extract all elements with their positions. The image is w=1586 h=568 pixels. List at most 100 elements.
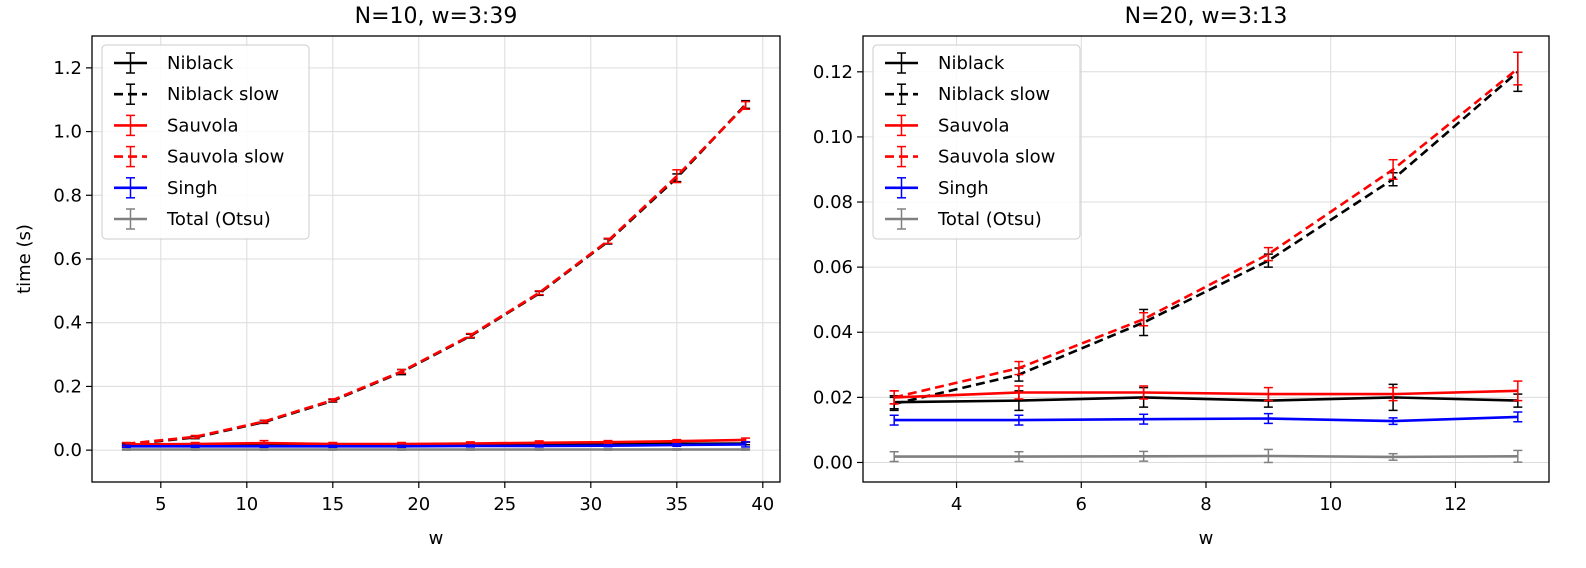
y-axis-label: time (s) (14, 224, 35, 294)
y-tick-label: 0.8 (53, 185, 82, 206)
errorbar-singh (1263, 412, 1273, 425)
legend-label: Sauvola (938, 115, 1010, 136)
x-tick-label: 30 (579, 494, 602, 515)
legend-label: Niblack (167, 53, 234, 74)
errorbar-total-otsu (889, 450, 899, 463)
grid-lines (92, 36, 780, 482)
legend-label: Niblack slow (938, 84, 1050, 105)
errorbar-total-otsu (121, 448, 131, 451)
chart-right: 4 6 8 10 12 0.00 0.02 0.04 0.06 0.08 0.10 0.12 N=20,… (813, 4, 1550, 549)
legend-label: Sauvola slow (938, 147, 1055, 168)
errorbar-sauvola-slow (259, 419, 269, 424)
series-line-niblack-slow (893, 70, 1519, 406)
x-tick-label: 12 (1444, 494, 1467, 515)
y-tick-label: 0.2 (53, 376, 82, 397)
errorbar-sauvola (1513, 380, 1523, 402)
y-tick-label: 1.2 (53, 58, 82, 79)
x-tick-label: 40 (751, 494, 774, 515)
series-line-sauvola-slow (893, 67, 1519, 399)
errorbar-total-otsu (1263, 448, 1273, 464)
legend-box (101, 44, 310, 240)
legend-item-sauvola: Sauvola (114, 114, 239, 136)
errorbar-sauvola-slow (465, 332, 475, 339)
series-line-singh (126, 443, 746, 448)
errorbar-total-otsu (603, 448, 613, 451)
errorbar-total-otsu (1513, 449, 1523, 463)
chart-title: N=10, w=3:39 (355, 4, 518, 29)
series-line-singh (894, 415, 1518, 423)
errorbar-sauvola (603, 439, 613, 445)
errorbar-singh (1139, 413, 1149, 425)
x-tick-label: 15 (321, 494, 344, 515)
errorbar-sauvola-slow (1263, 246, 1273, 262)
x-tick-label: 4 (951, 494, 962, 515)
x-tick-label: 8 (1200, 494, 1211, 515)
legend-item-singh: Singh (885, 177, 989, 199)
errorbar-singh (121, 444, 131, 449)
errorbar-singh (259, 444, 269, 449)
errorbar-sauvola (1388, 386, 1398, 402)
errorbar-singh (1014, 414, 1024, 426)
y-tick-label: 0.06 (813, 257, 853, 278)
errorbar-singh (190, 444, 200, 449)
legend-label: Niblack (938, 53, 1005, 74)
legend-label: Singh (938, 178, 989, 199)
errorbar-singh (534, 444, 544, 448)
y-tick-label: 0.12 (813, 62, 853, 83)
errorbar-singh (889, 414, 899, 426)
x-tick-label: 35 (665, 494, 688, 515)
errorbar-singh (328, 444, 338, 449)
errorbar-singh (603, 443, 613, 448)
series-line-sauvola (894, 389, 1518, 399)
errorbar-sauvola-slow (672, 169, 682, 184)
x-tick-label: 5 (155, 494, 166, 515)
y-tick-label: 0.6 (53, 249, 82, 270)
x-axis-label: w (1199, 528, 1214, 549)
x-axis-label: w (429, 528, 444, 549)
x-tick-label: 20 (407, 494, 430, 515)
chart-left: 5 10 15 20 25 30 35 40 0.0 0.2 0.4 0.6 0.8 1.0 1.2 N=10… (14, 4, 781, 549)
legend-item-total-otsu: Total (Otsu) (885, 208, 1042, 230)
series-group (889, 51, 1523, 464)
errorbar-sauvola (1263, 386, 1273, 402)
y-tick-label: 0.10 (813, 127, 853, 148)
errorbar-total-otsu (741, 448, 751, 451)
errorbar-total-otsu (397, 448, 407, 451)
errorbar-singh (465, 444, 475, 448)
y-tick-label: 0.08 (813, 192, 853, 213)
errorbar-sauvola-slow (889, 390, 899, 405)
errorbar-sauvola-slow (741, 100, 751, 111)
errorbar-singh (741, 441, 751, 448)
x-tick-label: 10 (235, 494, 258, 515)
errorbar-total-otsu (465, 448, 475, 451)
errorbar-sauvola (1014, 385, 1024, 400)
errorbar-total-otsu (1388, 452, 1398, 461)
chart-title: N=20, w=3:13 (1125, 4, 1288, 29)
legend-label: Singh (167, 178, 218, 199)
legend-label: Sauvola slow (167, 147, 284, 168)
errorbar-singh (672, 443, 682, 448)
legend-label: Total (Otsu) (937, 209, 1042, 230)
errorbar-total-otsu (672, 448, 682, 451)
legend-item-sauvola-slow: Sauvola slow (885, 145, 1055, 168)
x-tick-label: 10 (1319, 494, 1342, 515)
legend-label: Sauvola (167, 115, 239, 136)
errorbar-sauvola-slow (1513, 51, 1523, 86)
legend-item-niblack-slow: Niblack slow (885, 83, 1050, 105)
errorbar-sauvola (1139, 385, 1149, 400)
y-tick-label: 0.0 (53, 440, 82, 461)
series-line-niblack (894, 396, 1518, 404)
errorbar-singh (397, 444, 407, 449)
errorbar-total-otsu (1014, 450, 1024, 463)
y-tick-label: 0.00 (813, 452, 853, 473)
legend-label: Niblack slow (167, 84, 279, 105)
legend-item-niblack: Niblack (885, 52, 1005, 74)
errorbar-sauvola-slow (534, 290, 544, 296)
legend: Niblack Niblack slow Sauvola Sauvola slow Si… (101, 44, 310, 240)
legend-item-niblack: Niblack (114, 52, 234, 74)
x-tick-label: 25 (493, 494, 516, 515)
y-tick-label: 0.02 (813, 387, 853, 408)
legend: Niblack Niblack slow Sauvola Sauvola slow Si… (872, 44, 1081, 240)
errorbar-sauvola-slow (397, 368, 407, 375)
